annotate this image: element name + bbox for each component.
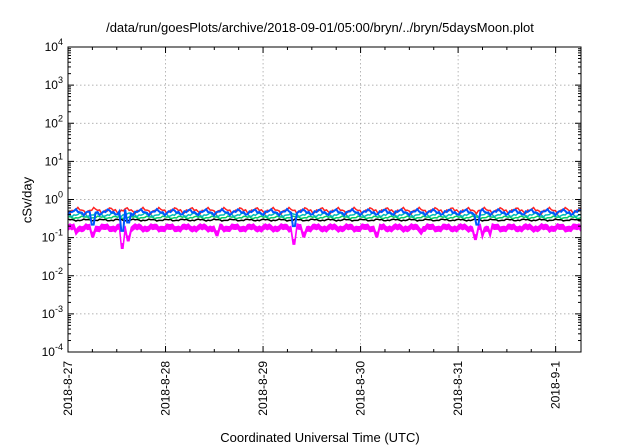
y-tick-label: 10-1: [42, 228, 63, 245]
chart-title: /data/run/goesPlots/archive/2018-09-01/0…: [106, 20, 534, 35]
y-tick-label: 100: [45, 190, 63, 207]
y-axis-ticks: 10-4 10-3 10-2 10-1 100 101 102 103 104: [42, 37, 581, 359]
y-tick-label: 104: [45, 37, 63, 54]
x-axis-label: Coordinated Universal Time (UTC): [220, 430, 420, 445]
x-tick-label: 2018-8-27: [61, 361, 75, 416]
x-tick-label: 2018-8-28: [159, 361, 173, 416]
x-tick-label: 2018-9-1: [549, 361, 563, 409]
y-tick-label: 10-2: [42, 266, 63, 283]
x-axis-ticks: 2018-8-27 2018-8-28 2018-8-29 2018-8-30 2018…: [61, 47, 563, 416]
series-1-line: [67, 218, 582, 222]
grid-lines: [67, 47, 581, 352]
y-tick-label: 10-3: [42, 304, 63, 321]
y-tick-label: 101: [45, 151, 63, 168]
series-5-line: [67, 207, 582, 232]
y-tick-label: 102: [45, 113, 63, 130]
series-2-line: [67, 215, 582, 220]
y-tick-label: 10-4: [42, 342, 63, 359]
data-series: [67, 206, 582, 249]
x-tick-label: 2018-8-30: [354, 361, 368, 416]
y-tick-label: 103: [45, 75, 63, 92]
series-0-area: [67, 222, 582, 249]
x-tick-label: 2018-8-29: [256, 361, 270, 416]
x-tick-label: 2018-8-31: [451, 361, 465, 416]
